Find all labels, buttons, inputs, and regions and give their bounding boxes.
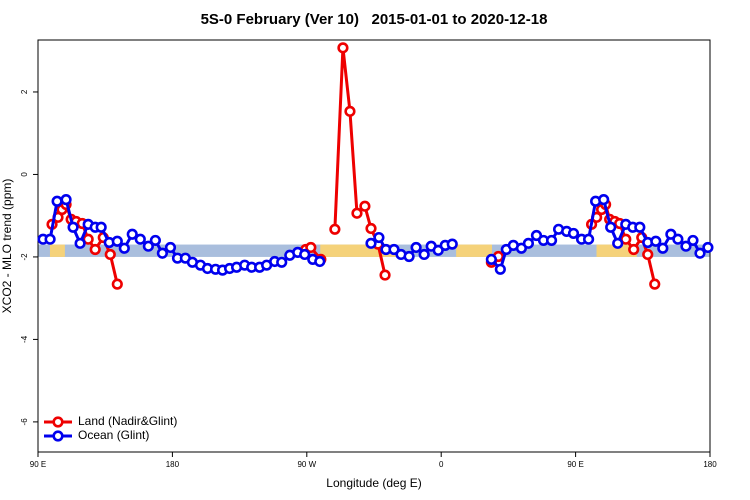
data-point bbox=[351, 207, 363, 219]
data-point bbox=[51, 195, 63, 207]
legend-marker bbox=[52, 430, 64, 442]
data-point bbox=[95, 221, 107, 233]
legend-marker bbox=[52, 416, 64, 428]
y-tick-label: 0 bbox=[20, 172, 29, 177]
data-point bbox=[522, 237, 535, 249]
data-point bbox=[67, 221, 79, 233]
x-tick-label: 180 bbox=[703, 460, 717, 469]
land-band-segment bbox=[456, 244, 492, 257]
data-point bbox=[74, 237, 86, 249]
data-point bbox=[89, 243, 101, 256]
data-point bbox=[657, 242, 669, 254]
chart-title: 5S-0 February (Ver 10) 2015-01-01 to 202… bbox=[201, 11, 548, 28]
data-point bbox=[485, 253, 497, 266]
data-point bbox=[329, 223, 341, 235]
x-tick-label: 180 bbox=[166, 460, 180, 469]
data-point bbox=[605, 221, 617, 233]
data-point bbox=[314, 255, 326, 268]
data-point bbox=[118, 242, 130, 254]
y-tick-label: -6 bbox=[20, 418, 29, 426]
data-point bbox=[276, 256, 288, 268]
x-tick-label: 90 W bbox=[297, 460, 316, 469]
data-point bbox=[634, 221, 646, 233]
data-point bbox=[104, 248, 116, 261]
data-point bbox=[365, 222, 377, 235]
data-point bbox=[305, 241, 317, 254]
data-point bbox=[672, 233, 684, 245]
legend-label: Land (Nadir&Glint) bbox=[78, 414, 177, 428]
data-point bbox=[694, 247, 706, 259]
x-tick-label: 90 E bbox=[30, 460, 46, 469]
data-point bbox=[649, 278, 661, 290]
data-point bbox=[134, 233, 146, 245]
data-point bbox=[494, 263, 506, 275]
data-point bbox=[337, 42, 349, 54]
land-band-segment bbox=[49, 244, 65, 257]
y-axis-label: XCO2 - MLO trend (ppm) bbox=[0, 179, 14, 314]
data-point bbox=[149, 234, 161, 247]
data-point bbox=[567, 227, 580, 240]
data-point bbox=[680, 240, 692, 252]
data-point bbox=[365, 237, 377, 249]
data-point bbox=[410, 241, 422, 254]
data-point bbox=[545, 234, 558, 247]
data-point bbox=[373, 231, 385, 244]
data-point bbox=[665, 228, 677, 240]
data-point bbox=[628, 243, 640, 256]
data-point bbox=[612, 237, 624, 249]
x-tick-label: 0 bbox=[439, 460, 444, 469]
data-point bbox=[299, 248, 311, 261]
x-axis-label: Longitude (deg E) bbox=[326, 476, 421, 490]
data-point bbox=[418, 248, 430, 261]
data-point bbox=[582, 233, 595, 245]
y-tick-label: 2 bbox=[20, 89, 29, 94]
y-tick-label: -4 bbox=[20, 335, 29, 343]
data-point bbox=[156, 247, 168, 259]
data-point bbox=[44, 233, 56, 245]
data-point bbox=[142, 240, 154, 252]
data-point bbox=[515, 242, 527, 254]
y-tick-label: -2 bbox=[20, 253, 29, 261]
data-point bbox=[379, 269, 391, 281]
data-point bbox=[359, 200, 371, 212]
land-band-segment bbox=[596, 244, 637, 257]
data-point bbox=[111, 278, 123, 290]
x-tick-label: 90 E bbox=[567, 460, 583, 469]
data-point bbox=[60, 194, 72, 206]
data-point bbox=[126, 228, 138, 240]
data-point bbox=[111, 235, 123, 247]
legend-label: Ocean (Glint) bbox=[78, 428, 149, 442]
data-point bbox=[432, 244, 444, 256]
data-point bbox=[530, 229, 543, 242]
data-point bbox=[388, 243, 400, 256]
data-point bbox=[164, 241, 177, 254]
data-point bbox=[642, 248, 654, 261]
data-point bbox=[598, 194, 610, 206]
data-point bbox=[344, 105, 356, 117]
data-point bbox=[403, 250, 415, 263]
data-point bbox=[687, 234, 699, 247]
data-point bbox=[650, 235, 662, 247]
data-point bbox=[446, 238, 458, 250]
data-point bbox=[702, 241, 714, 254]
